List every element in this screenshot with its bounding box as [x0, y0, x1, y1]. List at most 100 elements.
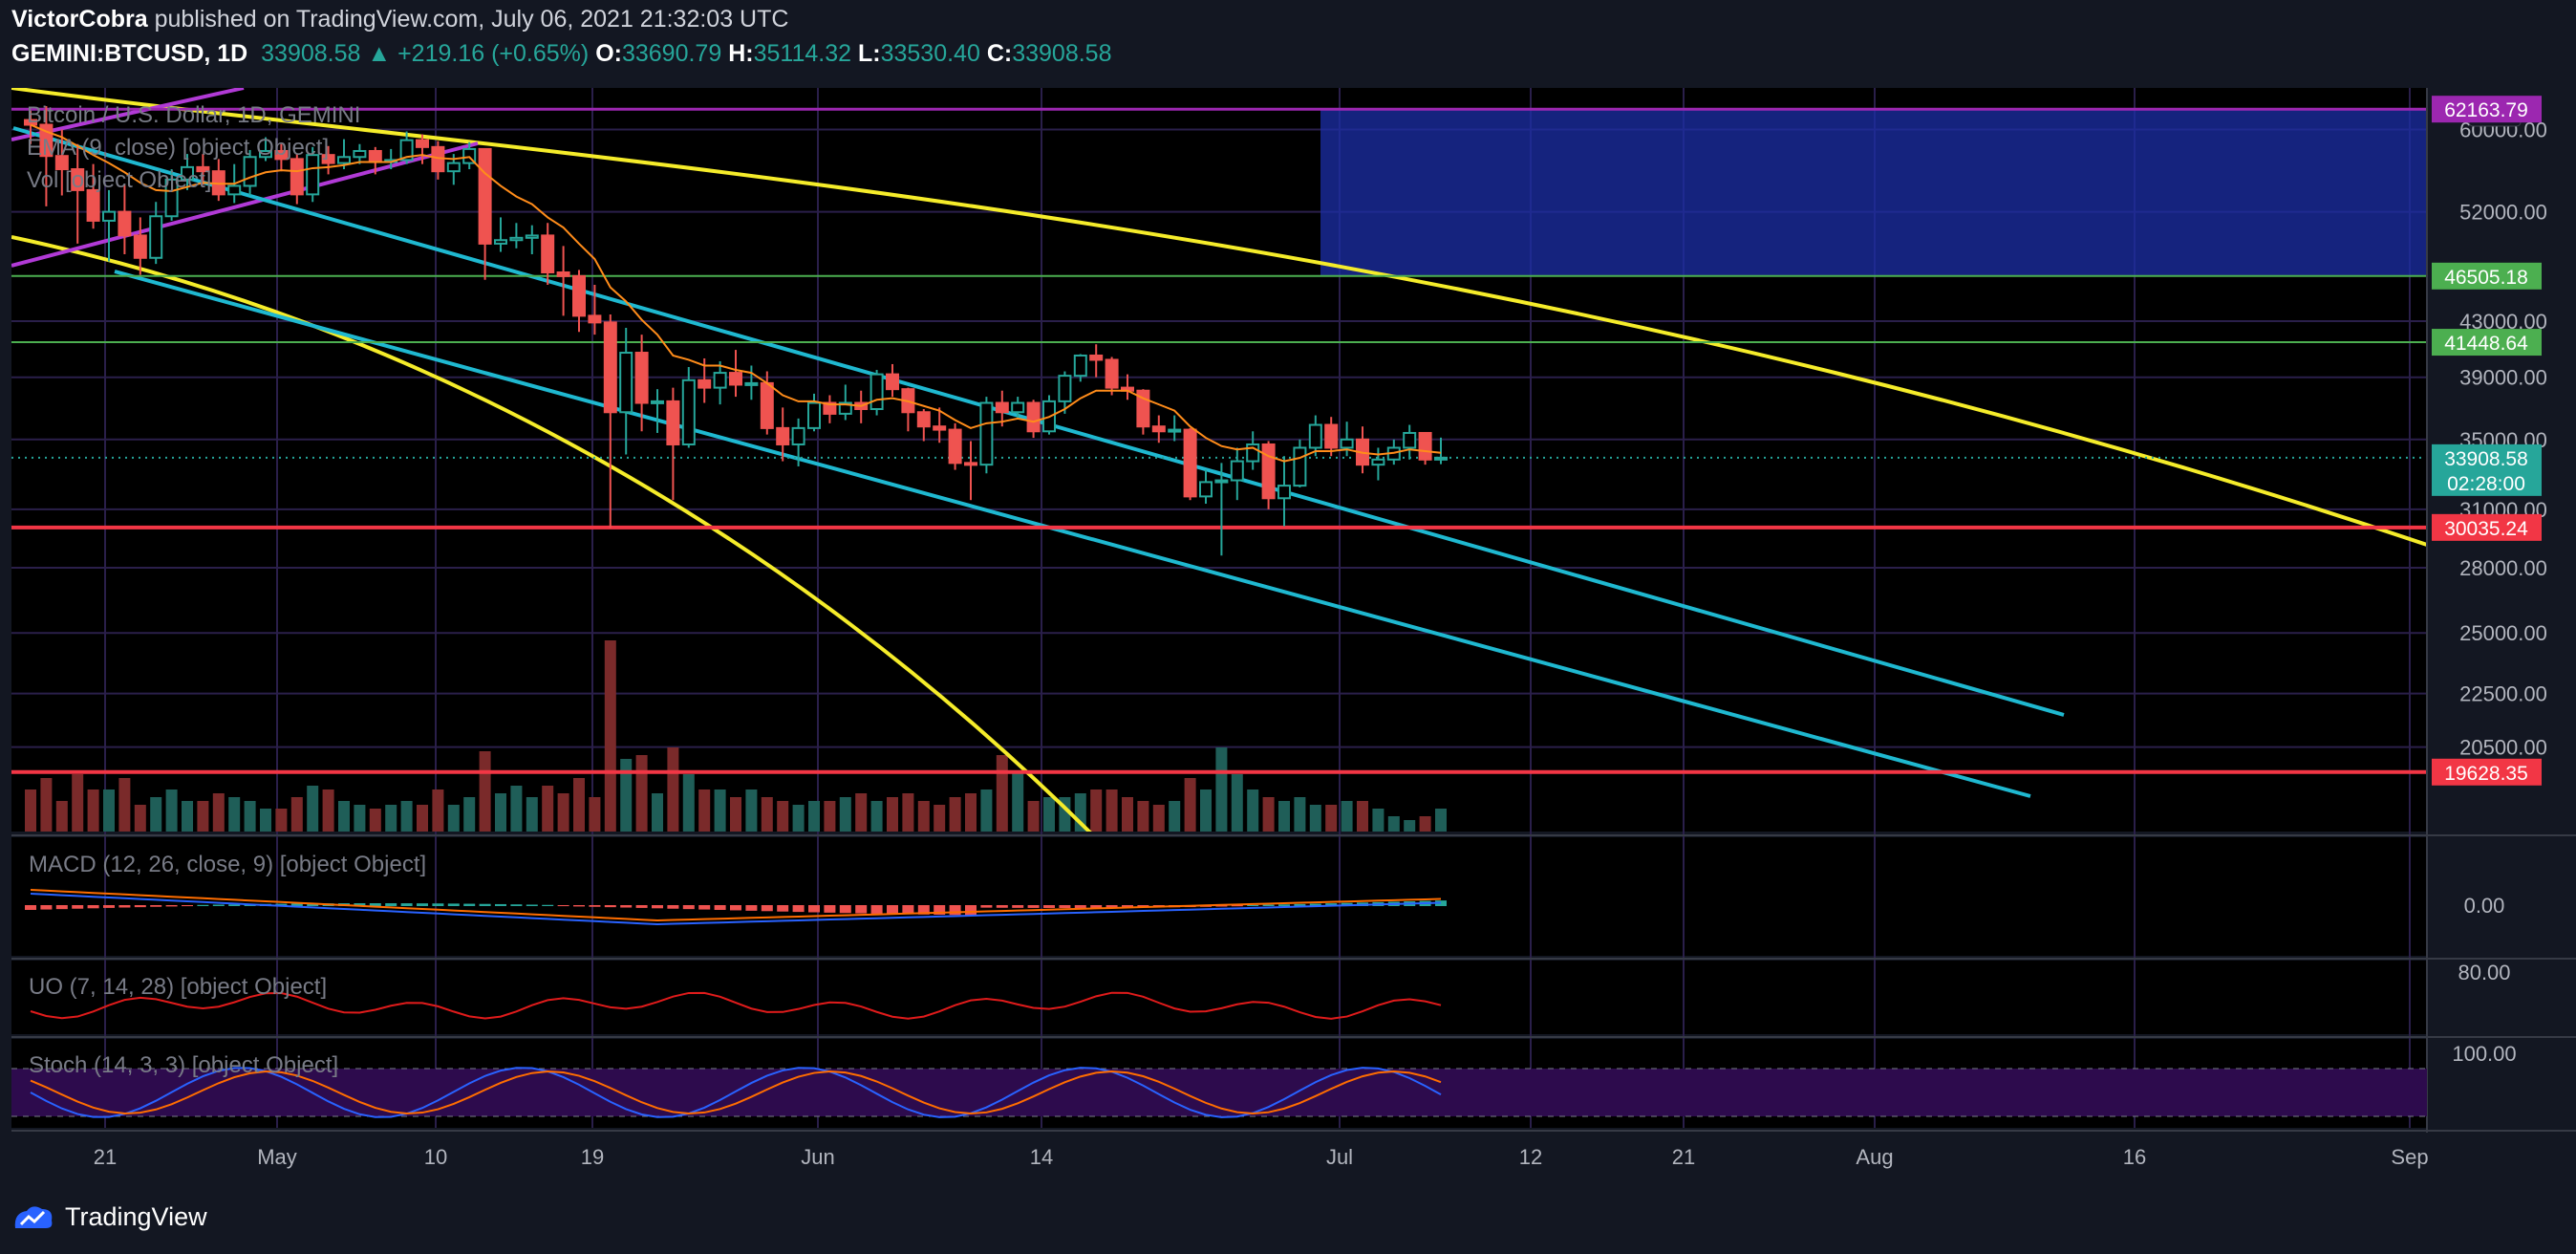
candle-body: [713, 372, 727, 389]
price-change: +219.16 (+0.65%): [397, 40, 590, 67]
price-label-bg: [2432, 758, 2542, 786]
macd-histogram-bar: [965, 905, 977, 916]
candle-body: [118, 210, 132, 237]
volume-bar: [1027, 801, 1040, 832]
tradingview-logo-icon: [14, 1205, 53, 1228]
tradingview-brand[interactable]: TradingView: [11, 1202, 207, 1232]
volume-bar: [244, 801, 256, 832]
y-tick-label: 52000.00: [2459, 201, 2547, 225]
y-tick-label: 25000.00: [2459, 621, 2547, 645]
price-label: 02:28:00: [2447, 473, 2525, 495]
macd-histogram-bar: [792, 905, 805, 913]
price-label-bg: [2432, 96, 2542, 123]
volume-bar: [1435, 809, 1447, 832]
candle-body: [1058, 375, 1072, 402]
volume-bar: [1309, 805, 1321, 832]
volume-bar: [212, 793, 225, 832]
close-label: C:: [986, 40, 1013, 67]
candle-body: [86, 188, 100, 222]
candle-body: [243, 156, 257, 187]
yellow-curve-upper: [11, 88, 2427, 547]
volume-bar: [949, 797, 961, 832]
stoch-axis-label: 100.00: [2452, 1042, 2516, 1066]
macd-histogram-bar: [604, 905, 616, 908]
macd-histogram-bar: [589, 905, 601, 907]
macd-histogram-bar: [1027, 905, 1040, 908]
price-label: 62163.79: [2444, 99, 2528, 121]
candle-body: [274, 149, 289, 161]
volume-bar: [322, 789, 334, 832]
price-label: 41448.64: [2444, 333, 2528, 355]
volume-bar: [87, 789, 99, 832]
candle-body: [259, 149, 272, 159]
time-axis-bg: [0, 1133, 2576, 1182]
candle-body: [306, 154, 320, 196]
candle-body: [572, 274, 586, 317]
volume-bar: [1106, 789, 1118, 832]
macd-histogram-bar: [1294, 903, 1306, 906]
volume-bar: [917, 801, 930, 832]
x-tick-label: Jun: [801, 1145, 834, 1169]
candle-body: [1277, 485, 1291, 500]
ema-line: [30, 123, 1442, 463]
macd-histogram-bar: [1059, 905, 1071, 908]
volume-bar: [573, 778, 585, 832]
volume-bar: [652, 793, 663, 832]
candle-body: [416, 139, 429, 148]
candle-body: [807, 401, 821, 429]
cyan-trendline-lower: [114, 270, 2031, 798]
candle-body: [71, 168, 85, 191]
volume-bar: [1090, 789, 1103, 832]
high-value: 35114.32: [753, 40, 852, 67]
candle-body: [181, 165, 194, 181]
candle-body: [353, 149, 367, 159]
macd-histogram-bar: [495, 903, 506, 906]
macd-histogram-bar: [275, 903, 288, 906]
volume-bar: [667, 747, 679, 832]
volume-bar: [870, 801, 883, 832]
candle-body: [1168, 428, 1182, 433]
macd-histogram-bar: [761, 905, 773, 912]
macd-histogram-bar: [432, 903, 444, 906]
volume-bar: [479, 751, 491, 832]
macd-histogram-bar: [1106, 905, 1118, 908]
candle-body: [368, 149, 382, 163]
macd-histogram-bar: [72, 905, 84, 909]
volume-bar: [714, 789, 726, 832]
macd-histogram-bar: [557, 905, 569, 907]
macd-histogram-bar: [228, 904, 241, 906]
candle-body: [1151, 425, 1166, 433]
chart-title: Bitcoin / U.S. Dollar, 1D, GEMINI: [27, 102, 360, 128]
price-label: 30035.24: [2444, 518, 2528, 540]
volume-bar: [417, 805, 428, 832]
macd-histogram-bar: [667, 905, 679, 909]
candle-body: [886, 373, 899, 391]
author-name[interactable]: VictorCobra: [11, 6, 148, 32]
macd-histogram-bar: [526, 904, 538, 906]
volume-bar: [1043, 797, 1055, 832]
macd-histogram-bar: [934, 905, 946, 916]
macd-histogram-bar: [808, 905, 820, 913]
candle-body: [1214, 479, 1229, 484]
volume-bar: [902, 793, 914, 832]
volume-bar: [1357, 801, 1368, 832]
candle-body: [321, 154, 335, 164]
volume-bar: [542, 786, 554, 832]
macd-histogram-bar: [25, 905, 36, 910]
stoch-legend: Stoch (14, 3, 3) [object Object]: [29, 1052, 338, 1078]
y-tick-label: 22500.00: [2459, 682, 2547, 706]
symbol-label: GEMINI:BTCUSD, 1D: [11, 40, 248, 67]
volume-bar: [307, 786, 319, 832]
macd-histogram-bar: [542, 904, 554, 906]
macd-histogram-bar: [1074, 905, 1086, 908]
volume-bar: [1262, 797, 1275, 832]
last-price: 33908.58: [261, 40, 361, 67]
candle-body: [995, 401, 1009, 414]
candle-body: [1324, 423, 1339, 449]
volume-bar: [1325, 805, 1338, 832]
candle-body: [979, 401, 994, 466]
volume-bar: [698, 789, 711, 832]
volume-bar: [40, 778, 53, 832]
supply-zone-rect: [1320, 109, 2427, 276]
